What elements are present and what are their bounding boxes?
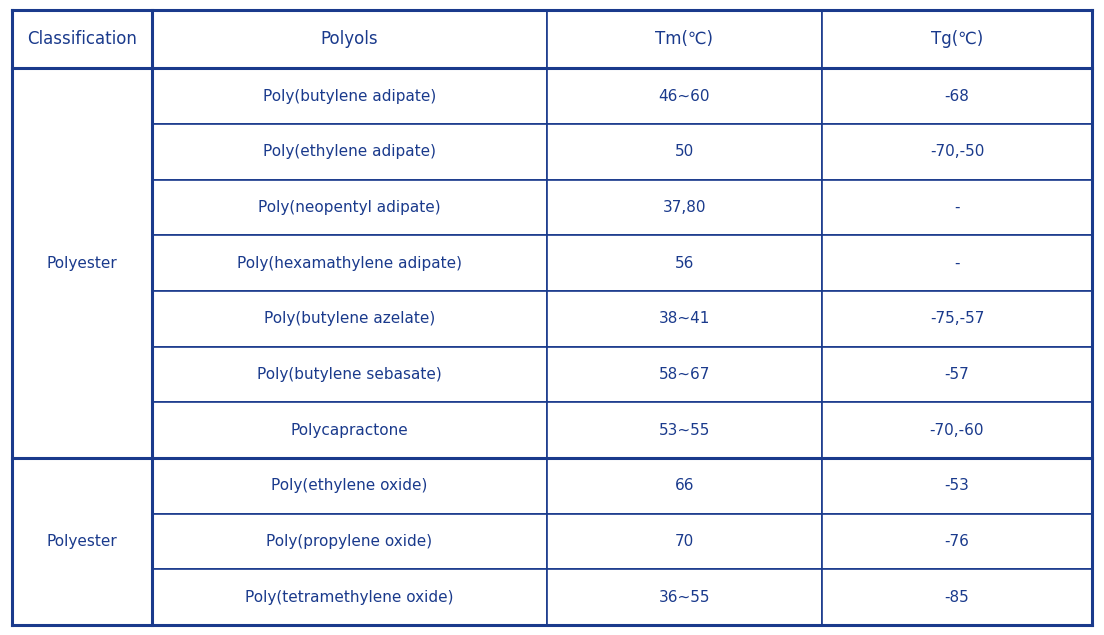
Bar [546, 10, 822, 69]
Bar [12, 403, 152, 458]
Bar [546, 69, 822, 124]
Bar [822, 124, 1092, 180]
Text: -70,-60: -70,-60 [930, 423, 985, 438]
Bar [152, 458, 546, 514]
Bar [152, 291, 546, 347]
Text: Polycapractone: Polycapractone [290, 423, 408, 438]
Bar [822, 403, 1092, 458]
Text: Poly(hexamathylene adipate): Poly(hexamathylene adipate) [237, 256, 461, 271]
Bar [546, 291, 822, 347]
Bar [822, 180, 1092, 236]
Bar [546, 514, 822, 570]
Bar [152, 514, 546, 570]
Text: 50: 50 [675, 144, 694, 159]
Text: 53~55: 53~55 [659, 423, 710, 438]
Bar [12, 236, 152, 291]
Text: 66: 66 [675, 478, 694, 493]
Bar [12, 347, 152, 403]
Bar [12, 514, 152, 570]
Bar [12, 69, 152, 124]
Text: -: - [954, 200, 959, 215]
Text: Classification: Classification [28, 30, 137, 48]
Text: Poly(tetramethylene oxide): Poly(tetramethylene oxide) [245, 590, 454, 605]
Text: Poly(butylene adipate): Poly(butylene adipate) [263, 89, 436, 104]
Bar [822, 236, 1092, 291]
Bar [822, 291, 1092, 347]
Text: 36~55: 36~55 [659, 590, 710, 605]
Text: 70: 70 [675, 534, 694, 549]
Text: Polyols: Polyols [320, 30, 379, 48]
Text: Tm(℃): Tm(℃) [656, 30, 713, 48]
Bar [152, 10, 546, 69]
Text: Poly(butylene azelate): Poly(butylene azelate) [264, 311, 435, 326]
Text: -70,-50: -70,-50 [930, 144, 984, 159]
Text: 37,80: 37,80 [662, 200, 707, 215]
Bar [152, 180, 546, 236]
Text: -85: -85 [945, 590, 969, 605]
Text: Polyester: Polyester [46, 534, 117, 549]
Bar [152, 403, 546, 458]
Text: Poly(ethylene adipate): Poly(ethylene adipate) [263, 144, 436, 159]
Bar [546, 347, 822, 403]
Bar [12, 570, 152, 625]
Bar [546, 570, 822, 625]
Bar [546, 458, 822, 514]
Text: -68: -68 [945, 89, 969, 104]
Bar [12, 458, 152, 625]
Text: Poly(butylene sebasate): Poly(butylene sebasate) [257, 367, 442, 382]
Bar [152, 347, 546, 403]
Text: -: - [954, 256, 959, 271]
Text: -53: -53 [945, 478, 969, 493]
Text: 56: 56 [675, 256, 694, 271]
Bar [152, 570, 546, 625]
Bar [152, 124, 546, 180]
Bar [546, 236, 822, 291]
Text: Poly(neopentyl adipate): Poly(neopentyl adipate) [258, 200, 440, 215]
Bar [822, 458, 1092, 514]
Text: Poly(ethylene oxide): Poly(ethylene oxide) [272, 478, 427, 493]
Bar [152, 236, 546, 291]
Bar [822, 514, 1092, 570]
Text: 58~67: 58~67 [659, 367, 710, 382]
Text: -76: -76 [945, 534, 969, 549]
Bar [546, 180, 822, 236]
Bar [822, 69, 1092, 124]
Bar [822, 10, 1092, 69]
Bar [546, 124, 822, 180]
Bar [12, 291, 152, 347]
Bar [12, 180, 152, 236]
Bar [12, 69, 152, 458]
Bar [12, 10, 152, 69]
Bar [12, 458, 152, 514]
Text: -75,-57: -75,-57 [930, 311, 984, 326]
Bar [822, 347, 1092, 403]
Bar [546, 403, 822, 458]
Text: Polyester: Polyester [46, 256, 117, 271]
Bar [152, 69, 546, 124]
Text: -57: -57 [945, 367, 969, 382]
Bar [822, 570, 1092, 625]
Text: Poly(propylene oxide): Poly(propylene oxide) [266, 534, 433, 549]
Text: Tg(℃): Tg(℃) [931, 30, 984, 48]
Text: 38~41: 38~41 [659, 311, 710, 326]
Text: 46~60: 46~60 [659, 89, 710, 104]
Bar [12, 124, 152, 180]
